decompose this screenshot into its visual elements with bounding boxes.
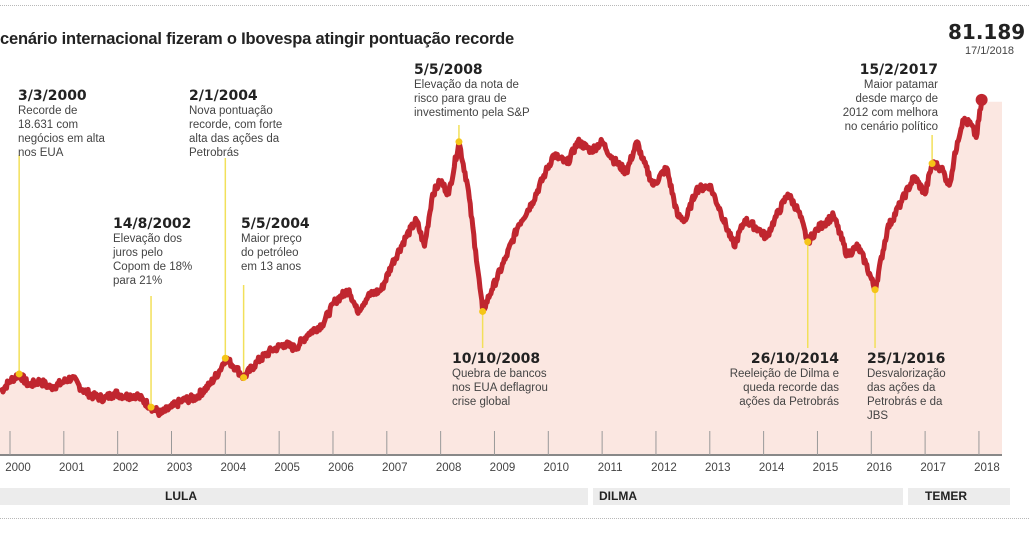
annotation-3-3-2000: 3/3/2000 Recorde de 18.631 com negócios em … bbox=[18, 88, 105, 160]
annotation-15-2-2017: 15/2/2017 Maior patamar desde março de 2012… bbox=[820, 62, 938, 134]
annotation-26-10-2014: 26/10/2014 Reeleição de Dilma e queda reco… bbox=[707, 351, 839, 409]
annotation-text-line: 18.631 com bbox=[18, 119, 79, 131]
annotation-marker bbox=[928, 160, 936, 168]
x-tick-label: 2000 bbox=[5, 462, 31, 474]
x-tick-label: 2001 bbox=[59, 462, 85, 474]
annotation-text-line: Recorde de bbox=[18, 105, 78, 117]
annotation-text-line: Elevação da nota de bbox=[414, 79, 519, 91]
annotation-marker bbox=[221, 354, 229, 362]
annotation-marker bbox=[147, 403, 155, 411]
president-label-dilma: DILMA bbox=[599, 489, 637, 503]
record-date: 17/1/2018 bbox=[965, 45, 1014, 57]
annotation-text-line: recorde, com forte bbox=[189, 119, 283, 131]
annotation-text-line: ações da Petrobrás bbox=[739, 396, 839, 408]
annotation-text-line: nos EUA bbox=[18, 147, 64, 159]
annotation-marker bbox=[240, 374, 248, 382]
annotation-text-line: Copom de 18% bbox=[113, 261, 193, 273]
x-tick-label: 2007 bbox=[382, 462, 408, 474]
annotation-marker bbox=[455, 138, 463, 146]
annotation-text-line: Petrobrás bbox=[189, 147, 239, 159]
annotation-text-line: alta das ações da bbox=[189, 133, 280, 145]
annotation-text-line: JBS bbox=[867, 410, 889, 422]
annotation-date: 3/3/2000 bbox=[18, 88, 87, 104]
annotation-2-1-2004: 2/1/2004 Nova pontuação recorde, com forte… bbox=[189, 88, 282, 160]
x-tick-label: 2017 bbox=[920, 462, 946, 474]
annotation-text-line: do petróleo bbox=[241, 247, 299, 259]
annotation-text-line: Desvalorização bbox=[867, 368, 946, 380]
annotation-10-10-2008: 10/10/2008 Quebra de bancos nos EUA deflag… bbox=[452, 351, 548, 409]
x-tick-label: 2016 bbox=[866, 462, 893, 474]
annotation-date: 25/1/2016 bbox=[867, 351, 946, 367]
annotation-text-line: Quebra de bancos bbox=[452, 368, 547, 380]
annotation-marker bbox=[479, 307, 487, 315]
annotation-date: 15/2/2017 bbox=[859, 62, 938, 78]
annotation-markers bbox=[15, 93, 988, 411]
annotation-text-line: em 13 anos bbox=[241, 261, 302, 273]
x-tick-label: 2006 bbox=[328, 462, 354, 474]
x-tick-label: 2011 bbox=[597, 462, 623, 474]
annotation-marker bbox=[871, 286, 879, 294]
annotation-text-line: das ações da bbox=[867, 382, 936, 394]
annotation-text-line: crise global bbox=[452, 396, 511, 408]
annotation-text-line: Maior patamar bbox=[863, 79, 938, 91]
series-line-ibovespa bbox=[0, 101, 985, 418]
annotation-leaders bbox=[18, 125, 933, 408]
annotation-marker bbox=[804, 238, 812, 246]
x-tick-label: 2003 bbox=[166, 462, 193, 474]
president-label-lula: LULA bbox=[165, 489, 197, 503]
annotation-date: 14/8/2002 bbox=[113, 216, 192, 232]
president-band-lula: LULA bbox=[0, 488, 588, 505]
annotation-text-line: desde março de bbox=[855, 93, 938, 105]
annotation-marker bbox=[15, 370, 23, 378]
top-divider bbox=[0, 5, 1029, 6]
annotation-text-line: risco para grau de bbox=[414, 93, 507, 105]
annotation-text-line: Maior preço bbox=[241, 233, 302, 245]
annotation-date: 10/10/2008 bbox=[452, 351, 541, 367]
chart-title: cenário internacional fizeram o Ibovespa… bbox=[0, 30, 515, 48]
record-point-marker bbox=[975, 93, 988, 106]
annotation-text-line: negócios em alta bbox=[18, 133, 105, 145]
x-tick-label: 2013 bbox=[704, 462, 731, 474]
bottom-divider bbox=[0, 518, 1029, 519]
annotation-text-line: 2012 com melhora bbox=[842, 107, 938, 119]
annotation-date: 5/5/2008 bbox=[414, 62, 483, 78]
annotation-text-line: no cenário político bbox=[844, 121, 938, 133]
annotation-text-line: para 21% bbox=[113, 275, 163, 287]
annotation-date: 2/1/2004 bbox=[189, 88, 258, 104]
annotation-text-line: queda recorde das bbox=[743, 382, 839, 394]
x-tick-label: 2018 bbox=[974, 462, 1000, 474]
x-tick-label: 2012 bbox=[651, 462, 677, 474]
record-value: 81.189 bbox=[948, 20, 1026, 44]
x-tick-label: 2014 bbox=[758, 462, 785, 474]
annotation-text-line: Petrobrás e da bbox=[867, 396, 943, 408]
annotation-25-1-2016: 25/1/2016 Desvalorização das ações da Petro… bbox=[867, 351, 946, 423]
president-label-temer: TEMER bbox=[925, 489, 967, 503]
x-tick-label: 2005 bbox=[274, 462, 300, 474]
x-tick-label: 2002 bbox=[112, 462, 139, 474]
annotation-5-5-2008: 5/5/2008 Elevação da nota de risco para gr… bbox=[414, 62, 530, 120]
x-tick-label: 2009 bbox=[489, 462, 516, 474]
x-ticks bbox=[9, 431, 980, 455]
president-band-dilma: DILMA bbox=[593, 488, 903, 505]
president-band-temer: TEMER bbox=[908, 488, 1010, 505]
annotation-text-line: Elevação dos bbox=[113, 233, 183, 245]
annotation-text-line: Nova pontuação bbox=[189, 105, 273, 117]
annotation-text-line: nos EUA deflagrou bbox=[452, 382, 548, 394]
annotation-14-8-2002: 14/8/2002 Elevação dos juros pelo Copom de … bbox=[113, 216, 192, 288]
annotation-text-line: Reeleição de Dilma e bbox=[729, 368, 839, 380]
annotation-date: 26/10/2014 bbox=[750, 351, 839, 367]
annotation-text-line: investimento pela S&P bbox=[414, 107, 530, 119]
annotation-5-5-2004: 5/5/2004 Maior preço do petróleo em 13 anos bbox=[241, 216, 310, 274]
annotation-text-line: juros pelo bbox=[113, 247, 163, 259]
x-tick-label: 2015 bbox=[812, 462, 839, 474]
x-tick-label: 2004 bbox=[220, 462, 247, 474]
x-tick-label: 2010 bbox=[543, 462, 570, 474]
x-tick-label: 2008 bbox=[435, 462, 462, 474]
annotation-date: 5/5/2004 bbox=[241, 216, 310, 232]
